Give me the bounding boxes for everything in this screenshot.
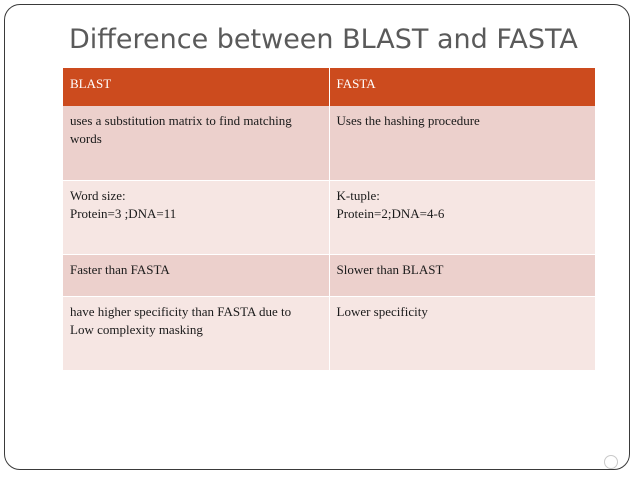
cell-text: Uses the hashing procedure [336, 113, 480, 128]
slide-title: Difference between BLAST and FASTA [69, 24, 578, 55]
slide-corner-ornament [604, 455, 618, 469]
header-fasta: FASTA [328, 68, 595, 106]
cell-text: words [70, 131, 102, 146]
cell-blast: Faster than FASTA [63, 253, 329, 296]
cell-fasta: Uses the hashing procedure [328, 106, 595, 180]
cell-fasta: K-tuple: Protein=2;DNA=4-6 [328, 179, 595, 254]
cell-text: K-tuple: [336, 187, 380, 203]
cell-text: Faster than FASTA [70, 261, 170, 277]
cell-fasta: Lower specificity [328, 295, 595, 370]
table-header-row: BLAST FASTA [63, 68, 595, 106]
cell-text: Slower than BLAST [336, 261, 444, 277]
cell-text: Word size: [70, 187, 126, 203]
table-row: uses a substitution matrix to find match… [63, 106, 595, 180]
table-row: have higher specificity than FASTA due t… [63, 295, 595, 370]
cell-blast: uses a substitution matrix to find match… [63, 106, 329, 180]
table-row: Word size: Protein=3 ;DNA=11 K-tuple: Pr… [63, 179, 595, 254]
cell-fasta: Slower than BLAST [328, 253, 595, 296]
cell-text: Protein=2;DNA=4-6 [336, 205, 445, 221]
cell-blast: have higher specificity than FASTA due t… [63, 295, 329, 370]
cell-blast: Word size: Protein=3 ;DNA=11 [63, 179, 329, 254]
header-blast: BLAST [63, 68, 329, 106]
comparison-table: BLAST FASTA uses a substitution matrix t… [63, 68, 595, 370]
cell-text: have higher specificity than FASTA due t… [70, 303, 292, 319]
cell-text: Lower specificity [336, 303, 428, 319]
cell-text: uses a substitution matrix to find match… [70, 113, 292, 128]
table-row: Faster than FASTA Slower than BLAST [63, 253, 595, 296]
cell-text: Protein=3 ;DNA=11 [70, 205, 177, 221]
cell-text: Low complexity masking [70, 321, 203, 337]
